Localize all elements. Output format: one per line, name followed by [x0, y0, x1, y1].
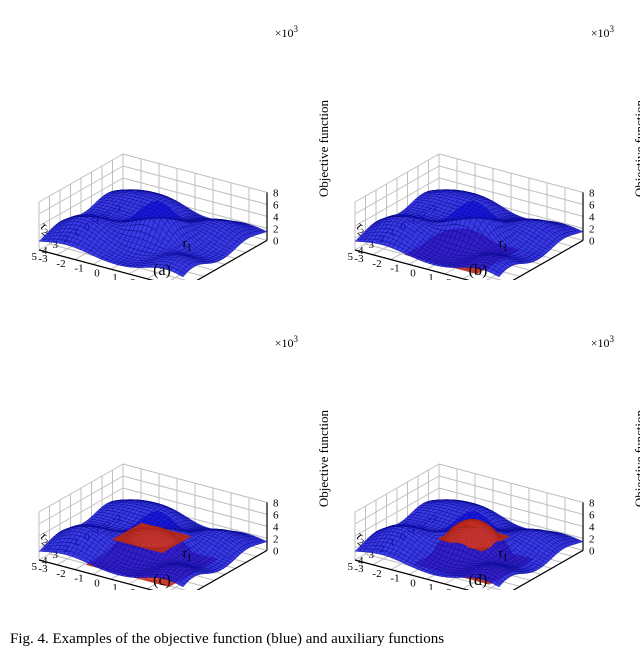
- figure: ×103Objective functionτ1τ2(a)×103Objecti…: [0, 0, 640, 657]
- surface-canvas: [328, 320, 628, 590]
- panel-a: ×103Objective functionτ1τ2(a): [12, 10, 312, 280]
- sub-caption: (c): [12, 572, 312, 590]
- z-scale-label: ×103: [275, 24, 298, 41]
- x-axis-label: τ1: [182, 235, 192, 254]
- panel-c: ×103Objective functionτ1τ2(c): [12, 320, 312, 590]
- x-axis-label: τ1: [498, 235, 508, 254]
- surface-canvas: [12, 320, 312, 590]
- z-scale-label: ×103: [275, 334, 298, 351]
- z-axis-label: Objective function: [632, 410, 640, 507]
- x-axis-label: τ1: [182, 545, 192, 564]
- z-axis-label: Objective function: [632, 100, 640, 197]
- sub-caption: (b): [328, 262, 628, 280]
- sub-caption: (a): [12, 262, 312, 280]
- figure-caption: Fig. 4. Examples of the objective functi…: [10, 630, 630, 649]
- surface-canvas: [12, 10, 312, 280]
- z-scale-label: ×103: [591, 334, 614, 351]
- sub-caption: (d): [328, 572, 628, 590]
- panel-d: ×103Objective functionτ1τ2(d): [328, 320, 628, 590]
- x-axis-label: τ1: [498, 545, 508, 564]
- surface-canvas: [328, 10, 628, 280]
- panel-b: ×103Objective functionτ1τ2(b): [328, 10, 628, 280]
- z-scale-label: ×103: [591, 24, 614, 41]
